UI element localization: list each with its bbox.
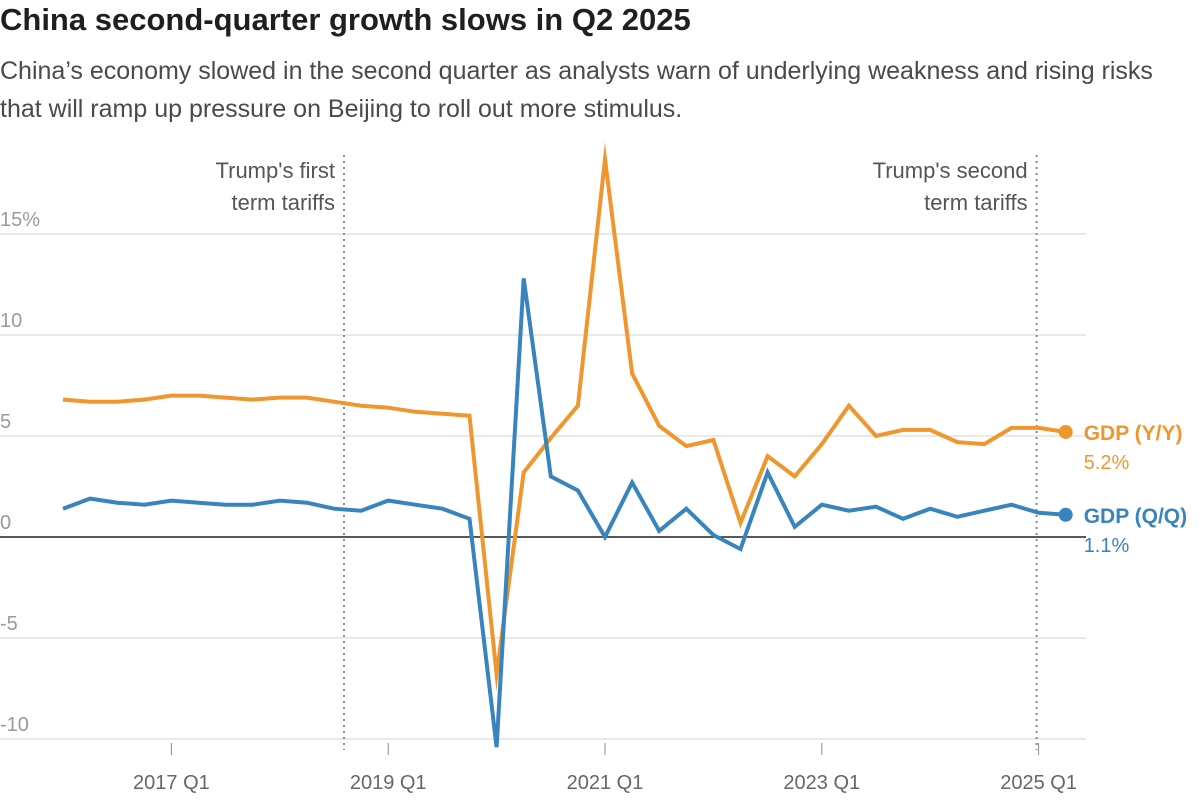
- x-tick-label: 2023 Q1: [783, 772, 860, 794]
- y-tick-label: 15%: [0, 209, 40, 231]
- x-tick-label: 2017 Q1: [133, 772, 210, 794]
- x-tick-label: 2021 Q1: [567, 772, 644, 794]
- tariff-annotation-text: term tariffs: [924, 190, 1028, 215]
- series-end-dot: [1058, 507, 1073, 522]
- x-tick-label: 2025 Q1: [1000, 772, 1077, 794]
- series-value-label: 1.1%: [1084, 535, 1130, 557]
- y-tick-label: -5: [0, 613, 18, 635]
- tariff-annotation-text: Trump's second: [873, 158, 1028, 183]
- x-tick-label: 2019 Q1: [350, 772, 427, 794]
- series-name-label: GDP (Q/Q): [1084, 505, 1187, 528]
- y-tick-label: 0: [0, 512, 11, 534]
- tariff-annotation-text: term tariffs: [231, 190, 335, 215]
- series-line-gdp-yy: [62, 142, 1066, 692]
- series-end-dot: [1058, 424, 1073, 439]
- chart-title: China second-quarter growth slows in Q2 …: [0, 2, 691, 37]
- y-tick-label: 5: [0, 411, 11, 433]
- series-name-label: GDP (Y/Y): [1084, 422, 1183, 445]
- tariff-annotation-text: Trump's first: [216, 158, 336, 183]
- y-tick-label: -10: [0, 714, 29, 736]
- series-line-gdp-qq: [62, 278, 1066, 748]
- chart-subtitle: China’s economy slowed in the second qua…: [0, 57, 1153, 123]
- series-value-label: 5.2%: [1084, 452, 1130, 474]
- y-tick-label: 10: [0, 310, 22, 332]
